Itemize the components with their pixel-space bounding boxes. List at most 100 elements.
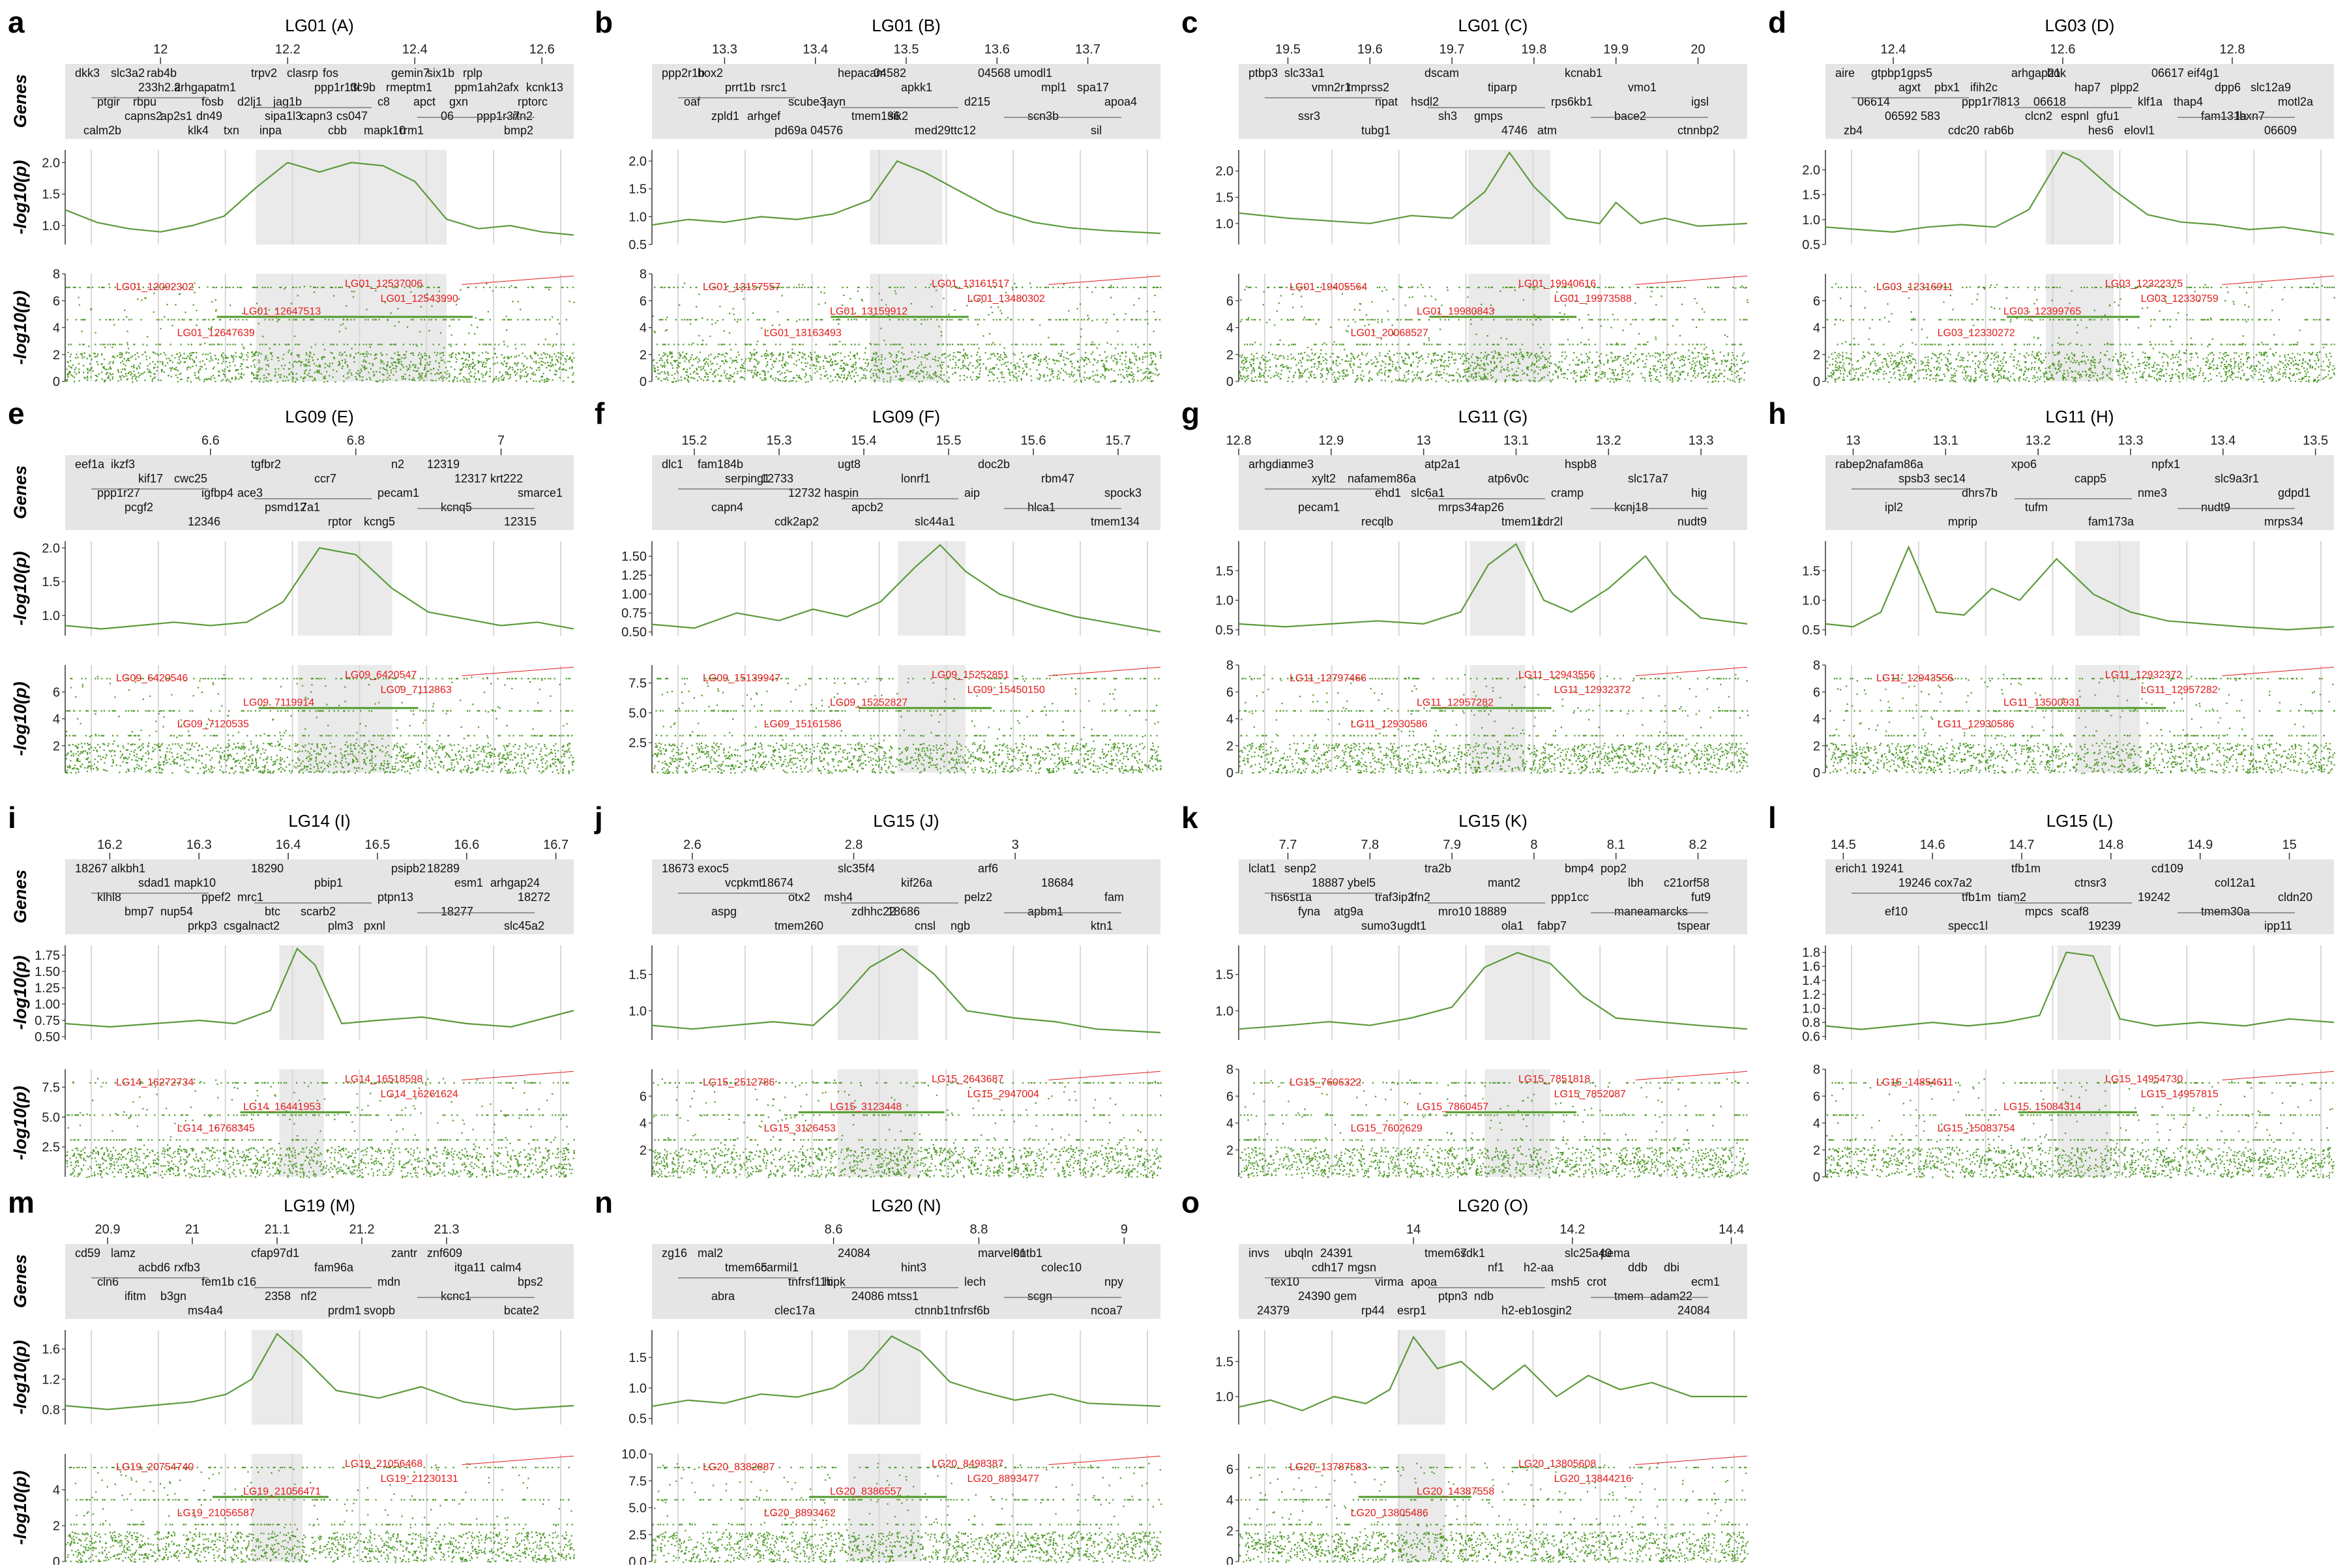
gene-label: colec10 xyxy=(1041,1261,1082,1274)
genes-track xyxy=(652,859,1160,934)
snp-leader xyxy=(1048,275,1161,285)
snp-label: LG20_8382887 xyxy=(703,1462,775,1473)
scatter-band xyxy=(1826,319,2330,321)
gene-label: arhgap xyxy=(174,81,211,94)
curve-line xyxy=(1825,545,2335,631)
gene-label: klhl8 xyxy=(97,891,121,904)
scatter-highlight xyxy=(848,1454,921,1561)
gene-label: mal2 xyxy=(698,1247,723,1260)
scatter-highlight xyxy=(870,274,943,381)
gene-label: klk4 xyxy=(188,124,209,137)
panel-letter: h xyxy=(1768,396,1786,430)
gene-label: pxnl xyxy=(364,919,385,932)
curve-y-tick-label: 1.25 xyxy=(621,569,647,583)
snp-label: LG14_16768345 xyxy=(177,1123,255,1134)
scatter-band xyxy=(655,710,1155,712)
gene-label: 24084 xyxy=(1677,1304,1710,1317)
gene-label: hipk xyxy=(824,1275,846,1288)
gene-label: mgsn xyxy=(1348,1261,1376,1274)
gene-label: 12315 xyxy=(504,515,537,528)
scatter-band xyxy=(66,710,573,712)
gene-label: gfu1 xyxy=(2097,110,2119,123)
gene-label: gemin7 xyxy=(391,67,430,80)
gene-label: krt222 xyxy=(490,472,523,485)
genes-track xyxy=(65,1244,574,1319)
curve-y-tick-label: 0.5 xyxy=(628,1412,647,1427)
gene-label: rap26 xyxy=(1474,501,1504,514)
gene-label: bmp2 xyxy=(504,124,533,137)
x-tick-label: 19.7 xyxy=(1439,42,1465,57)
gene-label: 18887 xyxy=(1312,876,1344,889)
snp-label: LG20_8498387 xyxy=(932,1458,1003,1470)
gene-label: 18290 xyxy=(251,862,284,875)
gene-label: kcnc1 xyxy=(441,1290,471,1303)
gene-label: ptgir xyxy=(97,95,120,108)
gene-label: tubg1 xyxy=(1361,124,1391,137)
scatter-y-tick-label: 4 xyxy=(1226,713,1233,727)
gene-label: 18889 xyxy=(1474,905,1507,918)
x-tick-label: 19.8 xyxy=(1521,42,1546,57)
gene-label: kif26a xyxy=(901,876,933,889)
curve-highlight xyxy=(1469,541,1526,636)
gene-label: tfb1m xyxy=(1962,891,1991,904)
scatter-highlight xyxy=(837,1069,919,1177)
gene-label: jayn xyxy=(823,95,846,108)
gene-label: eif4g1 xyxy=(2187,67,2219,80)
scatter-y-tick-label: 8 xyxy=(53,267,60,282)
scatter-points xyxy=(65,1463,575,1563)
x-tick-label: 20 xyxy=(1690,42,1705,57)
gene-label: rptor xyxy=(328,515,352,528)
genes-track xyxy=(652,455,1160,530)
genes-track xyxy=(652,1244,1160,1319)
gene-label: ipl2 xyxy=(1885,501,1903,514)
snp-leader xyxy=(1635,1071,1748,1080)
curve-y-tick-label: 0.5 xyxy=(628,238,647,252)
curve-line xyxy=(65,162,574,236)
gene-label: ktn1 xyxy=(1091,919,1113,932)
x-tick-label: 7.8 xyxy=(1361,838,1379,852)
gene-label: pema xyxy=(1601,1247,1631,1260)
scatter-band xyxy=(66,1499,570,1501)
gene-label: tiparp xyxy=(1488,81,1517,94)
gene-label: slc35f4 xyxy=(838,862,875,875)
gene-label: 18684 xyxy=(1041,876,1074,889)
gene-label: atp6v0c xyxy=(1488,472,1529,485)
panel-title: LG20 (O) xyxy=(1458,1196,1528,1215)
scatter-highlight xyxy=(1484,1069,1551,1177)
panel-title: LG19 (M) xyxy=(284,1196,355,1215)
x-tick-label: 7.7 xyxy=(1279,838,1297,852)
gene-label: btc xyxy=(265,905,280,918)
scatter-axis-label: -log10(p) xyxy=(10,1471,30,1545)
panel-j: j LG15 (J) 2.6 2.8 3 18673 vcpkmt otx2 zdhhc22 cn… xyxy=(594,801,1162,1179)
scatter-y-tick-label: 0 xyxy=(640,375,647,389)
scatter-points xyxy=(1239,673,1749,775)
gene-label: plpp2 xyxy=(2110,81,2139,94)
panel-title: LG15 (J) xyxy=(873,811,939,831)
gene-label: 06592 xyxy=(1885,110,1917,123)
gene-label: tmem30a xyxy=(2201,905,2251,918)
gene-label: tfn2 xyxy=(1411,891,1430,904)
snp-leader xyxy=(2222,1071,2335,1080)
gene-label: scaf8 xyxy=(2061,905,2089,918)
curve-y-tick-label: 0.8 xyxy=(1802,1016,1820,1030)
x-tick-label: 14.7 xyxy=(2009,838,2035,852)
scatter-y-tick-label: 0 xyxy=(1226,766,1233,780)
x-tick-label: 16.2 xyxy=(97,838,123,852)
scatter-y-tick-label: 6 xyxy=(1813,685,1820,700)
gene-label: fam96a xyxy=(314,1261,354,1274)
x-tick-label: 19.5 xyxy=(1275,42,1301,57)
x-tick-label: 12.2 xyxy=(275,42,301,57)
x-tick-label: 8.8 xyxy=(970,1222,988,1237)
snp-label: LG01_12092302 xyxy=(116,282,194,293)
gene-label: nme3 xyxy=(1284,458,1314,471)
scatter-y-tick-label: 2 xyxy=(1813,1144,1820,1158)
gene-label: igsl xyxy=(1691,95,1709,108)
curve-y-tick-label: 1.00 xyxy=(621,587,647,602)
snp-label: LG19_20754740 xyxy=(116,1462,194,1473)
gene-label: kcnab1 xyxy=(1565,67,1602,80)
snp-label: LG15_3126453 xyxy=(764,1123,836,1134)
gene-label: slc25a40 xyxy=(1565,1247,1612,1260)
x-tick-label: 16.4 xyxy=(276,838,301,852)
gene-label: msh5 xyxy=(1551,1275,1580,1288)
genes-track xyxy=(65,455,574,530)
